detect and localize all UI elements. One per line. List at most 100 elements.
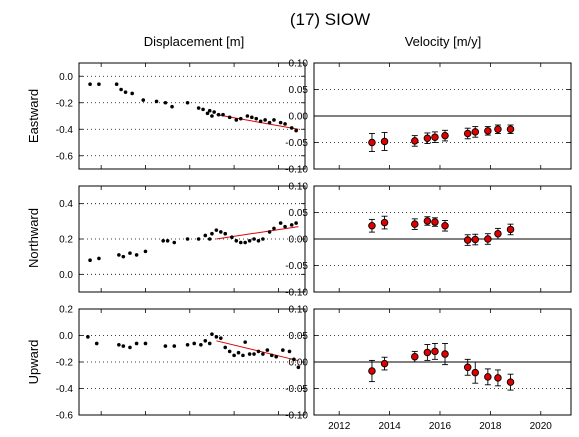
y-tick-label: -0.05 bbox=[285, 138, 308, 149]
data-point bbox=[289, 126, 294, 130]
data-point bbox=[223, 345, 228, 350]
data-point bbox=[88, 82, 92, 86]
velocity-point bbox=[494, 374, 502, 382]
velocity-point bbox=[380, 137, 389, 146]
data-point bbox=[130, 91, 134, 96]
velocity-point bbox=[431, 218, 439, 226]
data-point bbox=[161, 238, 165, 243]
x-tick-label: 2016 bbox=[429, 421, 452, 432]
plot-frame bbox=[78, 62, 306, 170]
velocity-point bbox=[423, 348, 432, 357]
data-point bbox=[278, 120, 283, 125]
data-point bbox=[210, 231, 214, 236]
data-point bbox=[134, 341, 139, 346]
data-point bbox=[234, 238, 239, 243]
velocity-point bbox=[494, 125, 502, 133]
velocity-point bbox=[411, 137, 419, 145]
velocity-point bbox=[423, 134, 432, 143]
data-point bbox=[121, 344, 126, 348]
y-tick-label: 0.2 bbox=[59, 305, 73, 316]
y-tick-label: 0.05 bbox=[289, 331, 309, 342]
data-point bbox=[287, 349, 292, 354]
data-point bbox=[97, 256, 101, 261]
y-tick-label: 0.0 bbox=[59, 331, 73, 342]
data-point bbox=[203, 339, 208, 343]
data-point bbox=[212, 110, 216, 114]
data-point bbox=[192, 341, 197, 346]
data-point bbox=[238, 116, 243, 121]
data-point bbox=[236, 350, 241, 355]
panel-upward-displacement: 0.2 0.0 -0.2 -0.4 -0.6 bbox=[56, 305, 306, 422]
data-point bbox=[196, 237, 201, 241]
velocity-point bbox=[463, 236, 472, 244]
data-point bbox=[232, 353, 236, 358]
data-point bbox=[258, 119, 263, 124]
data-point bbox=[247, 238, 252, 243]
figure-title: (17) SIOW bbox=[290, 10, 370, 29]
y-tick-label: 0.00 bbox=[289, 235, 309, 246]
data-point bbox=[94, 341, 99, 346]
velocity-point bbox=[506, 125, 515, 133]
data-point bbox=[117, 253, 121, 257]
x-tick-label: 2012 bbox=[328, 421, 351, 432]
data-point bbox=[289, 223, 294, 227]
data-point bbox=[267, 230, 272, 234]
panel-eastward-displacement: 0.0 -0.2 -0.4 -0.6 bbox=[56, 62, 306, 170]
data-point bbox=[272, 226, 276, 231]
plot-frame bbox=[78, 308, 306, 416]
y-tick-label: 0.10 bbox=[289, 59, 309, 70]
data-point bbox=[256, 349, 261, 354]
data-point bbox=[185, 100, 190, 105]
panel-northward-displacement: 0.4 0.2 0.0 bbox=[59, 185, 306, 293]
data-point bbox=[281, 348, 285, 352]
velocity-point bbox=[463, 363, 472, 372]
row-label-northward: Northward bbox=[26, 208, 41, 268]
y-tick-label: -0.10 bbox=[285, 411, 308, 422]
data-point bbox=[250, 115, 254, 120]
data-point bbox=[143, 249, 148, 254]
y-tick-label: 0.4 bbox=[59, 199, 73, 210]
data-point bbox=[263, 118, 267, 122]
velocity-point bbox=[380, 218, 389, 227]
plot-frame bbox=[313, 185, 572, 293]
data-point bbox=[247, 352, 252, 356]
data-point bbox=[269, 353, 274, 358]
data-point bbox=[185, 342, 190, 347]
velocity-point bbox=[506, 225, 515, 234]
plot-frame bbox=[313, 62, 572, 170]
y-tick-label: 0.2 bbox=[59, 235, 73, 246]
y-tick-label: 0.00 bbox=[289, 358, 309, 369]
y-tick-label: 0.10 bbox=[289, 305, 309, 316]
data-point bbox=[214, 228, 219, 232]
data-point bbox=[243, 240, 247, 245]
data-point bbox=[163, 100, 168, 105]
data-point bbox=[172, 240, 177, 245]
velocity-point bbox=[368, 367, 376, 375]
velocity-point bbox=[431, 133, 439, 141]
data-point bbox=[201, 107, 205, 112]
data-point bbox=[205, 111, 210, 116]
data-point bbox=[170, 104, 174, 109]
data-point bbox=[207, 341, 212, 346]
y-tick-label: -0.4 bbox=[56, 384, 74, 395]
data-point bbox=[294, 128, 298, 133]
data-point bbox=[274, 354, 278, 359]
data-point bbox=[143, 341, 148, 346]
velocity-point bbox=[471, 128, 480, 136]
data-point bbox=[294, 221, 298, 225]
data-point bbox=[134, 253, 139, 257]
velocity-point bbox=[411, 352, 419, 361]
data-point bbox=[296, 365, 301, 370]
data-point bbox=[88, 258, 92, 263]
panel-eastward-velocity: 0.10 0.05 0.00 -0.05 -0.10 bbox=[285, 59, 572, 176]
data-point bbox=[241, 353, 245, 358]
data-point bbox=[86, 335, 90, 339]
data-point bbox=[283, 224, 287, 229]
velocity-point bbox=[423, 217, 432, 225]
y-tick-label: -0.05 bbox=[285, 384, 308, 395]
row-label-upward: Upward bbox=[26, 340, 41, 385]
data-point bbox=[219, 336, 223, 340]
data-point bbox=[261, 237, 265, 241]
data-point bbox=[216, 112, 221, 117]
